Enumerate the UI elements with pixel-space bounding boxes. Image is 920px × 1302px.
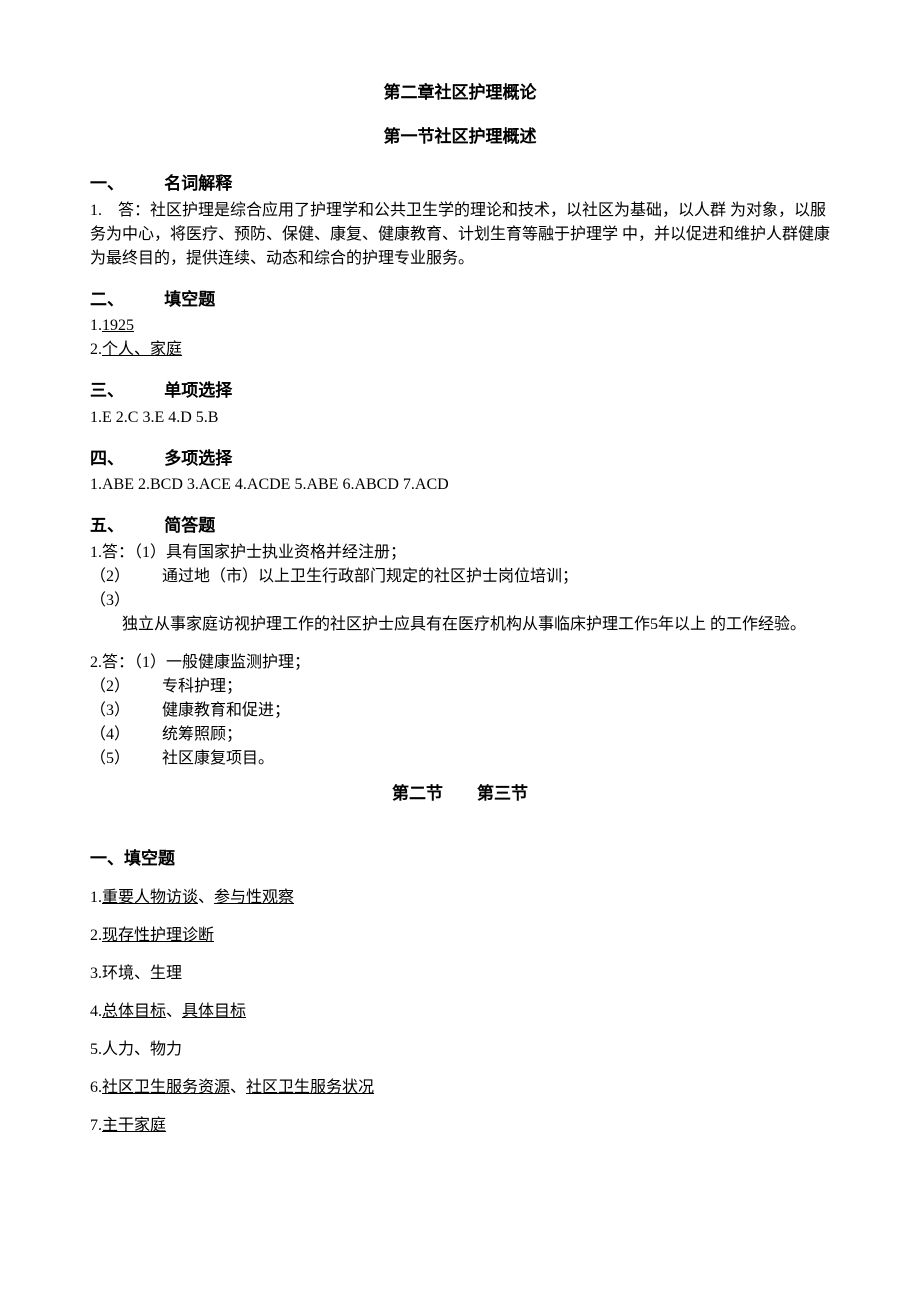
sep: 、 bbox=[198, 889, 214, 906]
q2-line2: （2） 专科护理； bbox=[90, 675, 830, 699]
heading-fill-blank-1: 二、 填空题 bbox=[90, 287, 830, 313]
q1-l2-num: （2） bbox=[90, 565, 130, 589]
heading-num-1: 一、 bbox=[90, 171, 124, 197]
q2-block: （2） 专科护理； （3） 健康教育和促进； （4） 统筹照顾； （5） 社区康复项目。 bbox=[90, 675, 830, 771]
fill2-3: 3.环境、生理 bbox=[90, 962, 830, 986]
fill-2-prefix: 2. bbox=[90, 341, 102, 358]
section-title-23: 第二节 第三节 bbox=[90, 781, 830, 807]
fill-1-prefix: 1. bbox=[90, 317, 102, 334]
heading-short-answer: 五、 简答题 bbox=[90, 513, 830, 539]
f7-a: 主干家庭 bbox=[102, 1117, 166, 1134]
fill2-6: 6.社区卫生服务资源、社区卫生服务状况 bbox=[90, 1076, 830, 1100]
f1-a: 重要人物访谈 bbox=[102, 889, 198, 906]
f4-prefix: 4. bbox=[90, 1003, 102, 1020]
q2-l2-num: （2） bbox=[90, 675, 130, 699]
heading-single-choice: 三、 单项选择 bbox=[90, 378, 830, 404]
q1-l3-txt: 独立从事家庭访视护理工作的社区护士应具有在医疗机构从事临床护理工作5年以上 的工… bbox=[122, 613, 806, 637]
q1-line3: （3）独立从事家庭访视护理工作的社区护士应具有在医疗机构从事临床护理工作5年以上… bbox=[90, 589, 830, 637]
fill-1-answer: 1925 bbox=[102, 317, 134, 334]
heading-num-3: 三、 bbox=[90, 378, 124, 404]
section-title-1: 第一节社区护理概述 bbox=[90, 124, 830, 150]
q2-l4-txt: 统筹照顾； bbox=[162, 723, 242, 747]
f1-b: 参与性观察 bbox=[214, 889, 294, 906]
fill2-2: 2.现存性护理诊断 bbox=[90, 924, 830, 948]
fill2-4: 4.总体目标、具体目标 bbox=[90, 1000, 830, 1024]
q2-line5: （5） 社区康复项目。 bbox=[90, 747, 830, 771]
f6-b: 社区卫生服务状况 bbox=[246, 1079, 374, 1096]
multi-choice-answers: 1.ABE 2.BCD 3.ACE 4.ACDE 5.ABE 6.ABCD 7.… bbox=[90, 473, 830, 497]
q2-line4: （4） 统筹照顾； bbox=[90, 723, 830, 747]
f4-b: 具体目标 bbox=[182, 1003, 246, 1020]
heading-fill-blank-2: 一、填空题 bbox=[90, 846, 830, 872]
f6-a: 社区卫生服务资源 bbox=[102, 1079, 230, 1096]
def1-prefix: 1. 答： bbox=[90, 202, 150, 219]
f1-prefix: 1. bbox=[90, 889, 102, 906]
definition-1: 1. 答：社区护理是综合应用了护理学和公共卫生学的理论和技术，以社区为基础，以人… bbox=[90, 199, 830, 271]
single-choice-answers: 1.E 2.C 3.E 4.D 5.B bbox=[90, 406, 830, 430]
chapter-title: 第二章社区护理概论 bbox=[90, 80, 830, 106]
heading-num-4: 四、 bbox=[90, 446, 124, 472]
f2-a: 现存性护理诊断 bbox=[102, 927, 214, 944]
fill-2: 2.个人、家庭 bbox=[90, 338, 830, 362]
f7-prefix: 7. bbox=[90, 1117, 102, 1134]
sep: 、 bbox=[230, 1079, 246, 1096]
q2-l4-num: （4） bbox=[90, 723, 130, 747]
heading-multi-choice: 四、 多项选择 bbox=[90, 446, 830, 472]
sep: 、 bbox=[166, 1003, 182, 1020]
q2-l5-num: （5） bbox=[90, 747, 130, 771]
heading-label-2: 填空题 bbox=[164, 287, 215, 313]
heading-num-5: 五、 bbox=[90, 513, 124, 539]
fill2-7: 7.主干家庭 bbox=[90, 1114, 830, 1138]
fill-1: 1.1925 bbox=[90, 314, 830, 338]
heading-label-3: 单项选择 bbox=[164, 378, 232, 404]
def1-body: 社区护理是综合应用了护理学和公共卫生学的理论和技术，以社区为基础，以人群 为对象… bbox=[90, 202, 830, 267]
q2-line1: 2.答：（1）一般健康监测护理； bbox=[90, 651, 830, 675]
heading-definitions: 一、 名词解释 bbox=[90, 171, 830, 197]
f6-prefix: 6. bbox=[90, 1079, 102, 1096]
q1-line2: （2） 通过地（市）以上卫生行政部门规定的社区护士岗位培训； bbox=[90, 565, 830, 589]
q2-l3-num: （3） bbox=[90, 699, 130, 723]
q2-l5-txt: 社区康复项目。 bbox=[162, 747, 274, 771]
heading-num-2: 二、 bbox=[90, 287, 124, 313]
q1-line1: 1.答：（1）具有国家护士执业资格并经注册； bbox=[90, 541, 830, 565]
fill-2-answer: 个人、家庭 bbox=[102, 341, 182, 358]
f2-prefix: 2. bbox=[90, 927, 102, 944]
heading-label-1: 名词解释 bbox=[164, 171, 232, 197]
heading-label-4: 多项选择 bbox=[164, 446, 232, 472]
f4-a: 总体目标 bbox=[102, 1003, 166, 1020]
q2-l3-txt: 健康教育和促进； bbox=[162, 699, 290, 723]
q1-l3-num: （3） bbox=[90, 589, 130, 613]
fill2-1: 1.重要人物访谈、参与性观察 bbox=[90, 886, 830, 910]
q2-l2-txt: 专科护理； bbox=[162, 675, 242, 699]
q2-line3: （3） 健康教育和促进； bbox=[90, 699, 830, 723]
heading-label-5: 简答题 bbox=[164, 513, 215, 539]
fill2-5: 5.人力、物力 bbox=[90, 1038, 830, 1062]
q1-l2-txt: 通过地（市）以上卫生行政部门规定的社区护士岗位培训； bbox=[162, 565, 578, 589]
